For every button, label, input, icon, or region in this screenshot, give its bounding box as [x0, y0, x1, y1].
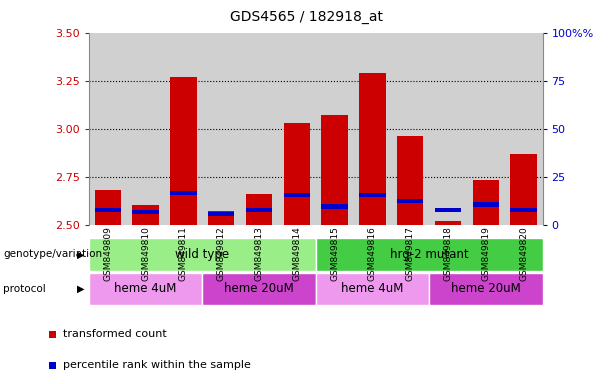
- Bar: [429, 33, 467, 225]
- Bar: [435, 221, 461, 225]
- Text: percentile rank within the sample: percentile rank within the sample: [63, 360, 250, 370]
- Bar: [89, 238, 316, 271]
- Bar: [246, 194, 272, 225]
- Bar: [170, 77, 197, 225]
- Bar: [354, 33, 391, 225]
- Bar: [316, 238, 543, 271]
- Bar: [246, 208, 272, 212]
- Bar: [473, 202, 499, 207]
- Bar: [397, 199, 424, 203]
- Text: heme 20uM: heme 20uM: [224, 283, 294, 295]
- Text: GDS4565 / 182918_at: GDS4565 / 182918_at: [230, 10, 383, 23]
- Bar: [89, 33, 127, 225]
- Text: wild type: wild type: [175, 248, 229, 261]
- Bar: [391, 33, 429, 225]
- Bar: [321, 204, 348, 209]
- Bar: [240, 33, 278, 225]
- Bar: [473, 180, 499, 225]
- Text: heme 4uM: heme 4uM: [341, 283, 403, 295]
- Text: heme 4uM: heme 4uM: [115, 283, 177, 295]
- Text: transformed count: transformed count: [63, 329, 166, 339]
- Bar: [511, 208, 537, 212]
- Bar: [467, 33, 504, 225]
- Bar: [202, 33, 240, 225]
- Text: protocol: protocol: [3, 284, 46, 294]
- Bar: [284, 193, 310, 197]
- Bar: [316, 33, 354, 225]
- Bar: [511, 154, 537, 225]
- Bar: [132, 205, 159, 225]
- Bar: [164, 33, 202, 225]
- Text: heme 20uM: heme 20uM: [451, 283, 520, 295]
- Bar: [202, 273, 316, 305]
- Bar: [316, 273, 429, 305]
- Bar: [94, 208, 121, 212]
- Bar: [284, 123, 310, 225]
- Bar: [429, 273, 543, 305]
- Bar: [321, 115, 348, 225]
- Text: genotype/variation: genotype/variation: [3, 249, 102, 260]
- Bar: [435, 208, 461, 212]
- Bar: [208, 212, 234, 216]
- Bar: [504, 33, 543, 225]
- Bar: [359, 73, 386, 225]
- Bar: [170, 191, 197, 195]
- Text: ▶: ▶: [77, 284, 85, 294]
- Bar: [89, 273, 202, 305]
- Text: ▶: ▶: [77, 249, 85, 260]
- Bar: [397, 136, 424, 225]
- Bar: [278, 33, 316, 225]
- Bar: [359, 193, 386, 197]
- Bar: [208, 211, 234, 225]
- Bar: [94, 190, 121, 225]
- Bar: [127, 33, 164, 225]
- Text: hrg-2 mutant: hrg-2 mutant: [390, 248, 468, 261]
- Bar: [132, 210, 159, 214]
